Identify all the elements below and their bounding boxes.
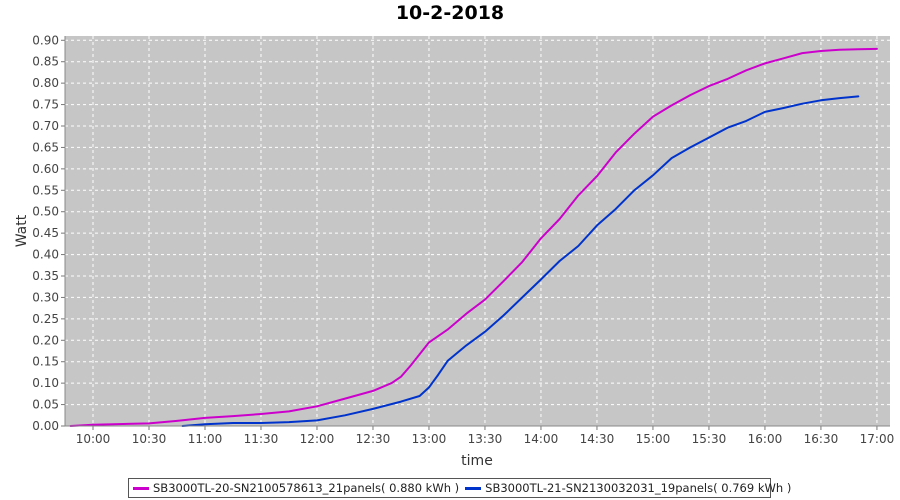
legend: SB3000TL-20-SN2100578613_21panels( 0.880…: [128, 478, 791, 498]
y-tick-label: 0.80: [32, 76, 59, 90]
x-tick-label: 16:30: [804, 432, 839, 446]
x-tick-label: 11:30: [244, 432, 279, 446]
legend-item-series-1: SB3000TL-20-SN2100578613_21panels( 0.880…: [133, 481, 459, 495]
y-tick-label: 0.40: [32, 248, 59, 262]
x-tick-label: 12:30: [356, 432, 391, 446]
y-tick-label: 0.05: [32, 398, 59, 412]
series-line-2: [181, 95, 860, 427]
legend-label-series-1: SB3000TL-20-SN2100578613_21panels( 0.880…: [153, 481, 460, 495]
y-tick-label: 0.50: [32, 205, 59, 219]
legend-swatch-series-1: [133, 486, 149, 490]
legend-label-series-2: SB3000TL-21-SN2130032031_19panels( 0.769…: [485, 481, 792, 495]
grid-lines: [65, 36, 890, 427]
x-tick-label: 13:00: [412, 432, 447, 446]
x-tick-label: 12:00: [300, 432, 335, 446]
y-tick-label: 0.70: [32, 119, 59, 133]
x-tick-label: 14:00: [524, 432, 559, 446]
y-tick-label: 0.65: [32, 140, 59, 154]
series-lines: [69, 47, 878, 427]
y-tick-label: 0.35: [32, 269, 59, 283]
axes: 0.00 0.05 0.10 0.15 0.20 0.25 0.30 0.35 0.40 0.45…: [32, 33, 894, 446]
x-axis-title: time: [461, 453, 493, 469]
y-tick-label: 0.30: [32, 290, 59, 304]
plot-area: [65, 36, 890, 426]
y-tick-label: 0.15: [32, 355, 59, 369]
x-tick-label: 14:30: [580, 432, 615, 446]
x-tick-label: 15:00: [636, 432, 671, 446]
x-tick-label: 15:30: [692, 432, 727, 446]
y-tick-label: 0.10: [32, 376, 59, 390]
y-tick-label: 0.90: [32, 33, 59, 47]
x-tick-label: 13:30: [468, 432, 503, 446]
legend-item-series-2: SB3000TL-21-SN2130032031_19panels( 0.769…: [465, 481, 791, 495]
y-axis-title: Watt: [14, 214, 30, 247]
chart-title: 10-2-2018: [395, 2, 505, 24]
series-line-1: [69, 47, 878, 427]
y-tick-label: 0.60: [32, 162, 59, 176]
y-tick-label: 0.00: [32, 419, 59, 433]
legend-swatch-series-2: [465, 486, 482, 490]
y-tick-label: 0.20: [32, 333, 59, 347]
y-tick-label: 0.25: [32, 312, 59, 326]
y-tick-label: 0.45: [32, 226, 59, 240]
x-tick-label: 10:00: [76, 432, 111, 446]
x-tick-label: 16:00: [748, 432, 783, 446]
line-chart: 0.00 0.05 0.10 0.15 0.20 0.25 0.30 0.35 0.40 0.45…: [14, 33, 894, 469]
y-tick-label: 0.85: [32, 55, 59, 69]
x-tick-label: 10:30: [132, 432, 167, 446]
x-tick-label: 17:00: [860, 432, 895, 446]
y-tick-label: 0.55: [32, 183, 59, 197]
y-tick-label: 0.75: [32, 98, 59, 112]
x-tick-label: 11:00: [188, 432, 223, 446]
